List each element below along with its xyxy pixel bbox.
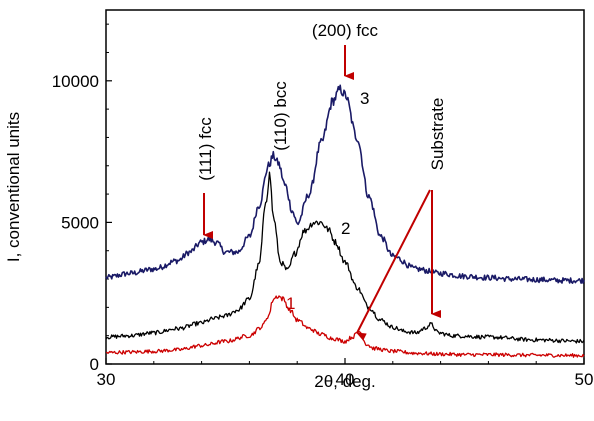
x-tick-label: 50	[575, 370, 594, 389]
curve-label-3: 3	[360, 89, 369, 108]
arrow-substrate-left	[356, 189, 431, 341]
annotation-substrate: Substrate	[428, 98, 447, 171]
annotation-200-fcc: (200) fcc	[312, 21, 379, 40]
y-tick-label: 0	[90, 355, 99, 374]
y-tick-label: 5000	[61, 213, 99, 232]
x-tick-label: 30	[97, 370, 116, 389]
annotation-110-bcc: (110) bcc	[271, 81, 290, 151]
series-line-2	[105, 171, 585, 344]
curve-label-1: 1	[286, 294, 295, 313]
curve-label-2: 2	[341, 219, 350, 238]
series-line-3	[105, 84, 585, 284]
y-tick-label: 10000	[52, 72, 99, 91]
x-axis-label: 2θ, deg.	[314, 372, 375, 391]
annotation-111-fcc: (111) fcc	[196, 117, 215, 181]
x-tick-label: 40	[336, 370, 355, 389]
series-line-1	[105, 295, 585, 358]
y-axis-label: I, conventional units	[4, 112, 23, 262]
axis-ticks: 30 40 50 0 5000 10000	[52, 23, 594, 389]
series-group	[105, 84, 585, 358]
